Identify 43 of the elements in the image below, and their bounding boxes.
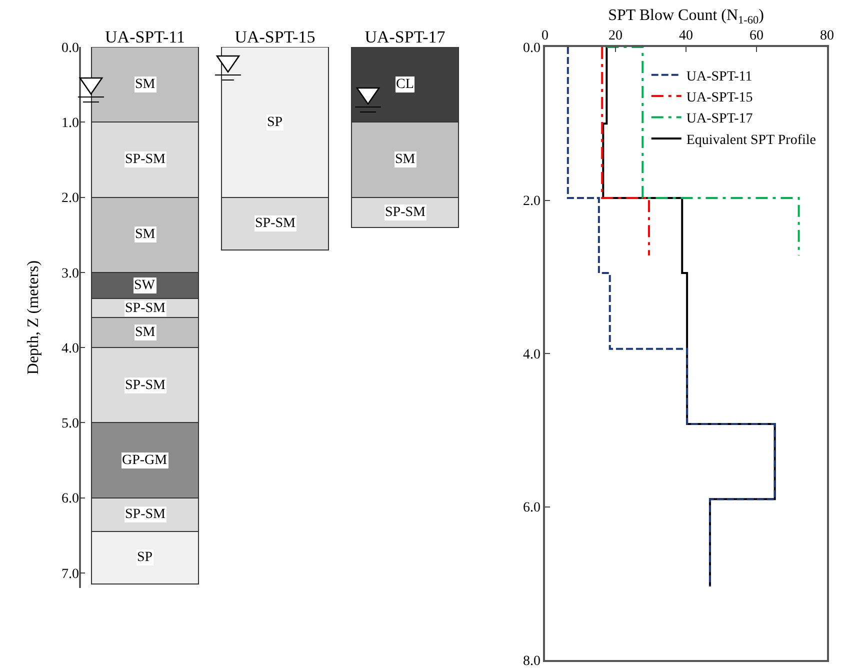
data-label: SW <box>134 278 156 293</box>
data-label: SP-SM <box>385 205 426 220</box>
y-tick-label: 3.0 <box>62 266 79 282</box>
legend-label: UA-SPT-11 <box>686 69 752 84</box>
data-label: SP-SM <box>255 216 296 231</box>
line-series <box>566 47 776 588</box>
data-label: SP-SM <box>125 301 166 316</box>
x-tick-label: 20 <box>608 28 622 44</box>
y-tick-label: 1.0 <box>62 116 79 132</box>
y-tick-label: 0.0 <box>522 40 540 56</box>
x-tick-label: UA-SPT-17 <box>364 28 446 47</box>
data-label: SM <box>135 227 156 242</box>
x-tick-label: 40 <box>679 28 693 44</box>
y-tick-label: 0.0 <box>62 40 79 56</box>
data-label: GP-GM <box>122 453 168 468</box>
y-tick-label: 4.0 <box>522 347 540 362</box>
data-label: SM <box>395 152 416 167</box>
y-tick-label: 5.0 <box>62 416 79 432</box>
x-tick-label: UA-SPT-15 <box>234 28 316 47</box>
y-tick-label: 6.0 <box>62 492 79 507</box>
y-tick-label: 2.0 <box>522 194 540 210</box>
x-axis-title: SPT Blow Count (N$_{1-60}$) <box>608 7 764 26</box>
legend-label: UA-SPT-15 <box>686 90 753 106</box>
y-tick-label: 7.0 <box>62 566 79 582</box>
legend-label: UA-SPT-17 <box>686 112 753 127</box>
data-label: SP-SM <box>125 378 166 393</box>
x-tick-label: 60 <box>750 28 764 44</box>
y-tick-label: 4.0 <box>62 341 79 356</box>
data-label: CL <box>396 77 414 92</box>
data-label: SP-SM <box>125 507 166 522</box>
y-tick-label: 2.0 <box>62 191 79 206</box>
data-label: SP-SM <box>125 152 166 167</box>
data-label: SM <box>135 77 156 92</box>
legend-label: Equivalent SPT Profile <box>686 132 816 148</box>
data-label: SM <box>135 325 156 340</box>
data-label: SP <box>137 550 153 565</box>
y-tick-label: 8.0 <box>522 654 540 669</box>
data-label: SP <box>267 115 283 130</box>
x-tick-label: 0 <box>542 28 548 44</box>
y-axis-title: Depth, Z (meters) <box>25 260 42 375</box>
x-tick-label: UA-SPT-11 <box>105 28 185 47</box>
y-tick-label: 6.0 <box>522 500 540 516</box>
x-tick-label: 80 <box>820 28 834 44</box>
